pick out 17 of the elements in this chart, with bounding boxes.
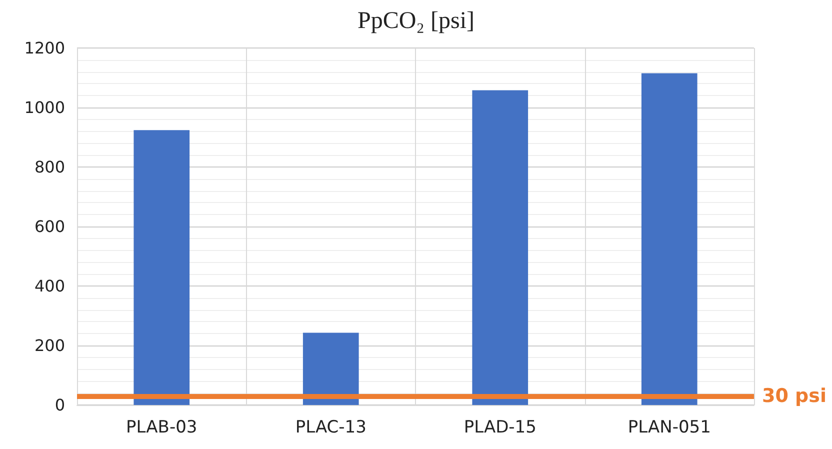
y-tick-label: 800 xyxy=(34,158,65,176)
y-tick-label: 0 xyxy=(54,396,65,414)
bar xyxy=(641,73,698,405)
x-tick-label: PLAN-051 xyxy=(628,418,711,438)
x-tick-label: PLAD-15 xyxy=(464,418,536,438)
bar xyxy=(472,90,528,405)
bar xyxy=(134,130,190,405)
x-tick-label: PLAC-13 xyxy=(295,418,366,438)
y-tick-label: 400 xyxy=(34,276,65,296)
x-tick-label: PLAB-03 xyxy=(126,418,198,438)
y-tick-label: 1200 xyxy=(24,38,65,58)
y-tick-label: 1000 xyxy=(24,98,65,117)
bar xyxy=(302,332,359,405)
chart-title: PpCO₂ [psi] xyxy=(357,8,475,34)
y-tick-label: 200 xyxy=(34,336,65,355)
y-tick-label: 600 xyxy=(34,217,65,236)
ref-line-label: 30 psi xyxy=(762,385,826,408)
